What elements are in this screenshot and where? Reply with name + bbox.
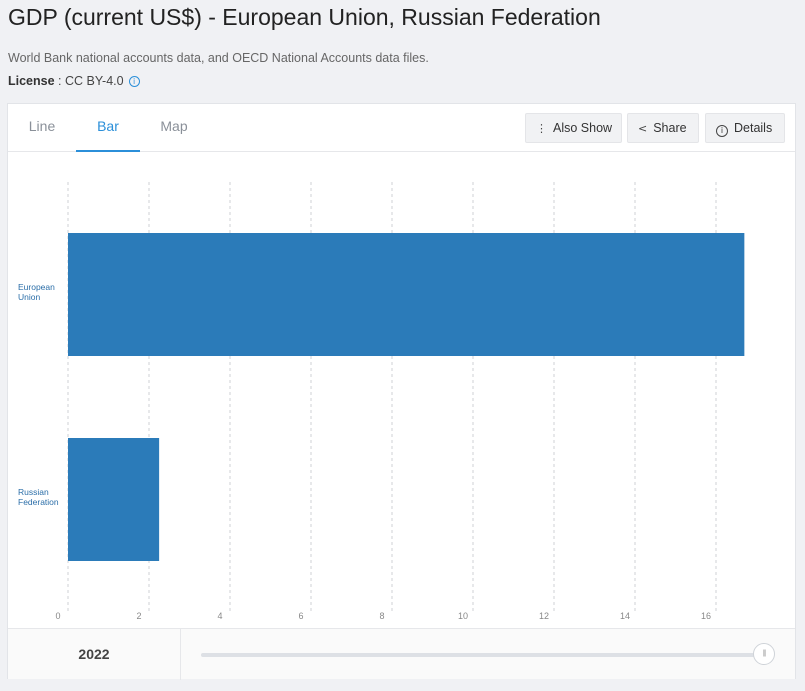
x-tick-label: 4: [217, 611, 222, 621]
license-value: : CC BY-4.0: [54, 74, 124, 88]
time-footer: 2022 |||: [8, 628, 795, 680]
x-tick-label: 14: [620, 611, 630, 621]
chart-tabs: Line Bar Map ⋮ Also Show < Share i Details: [8, 104, 795, 152]
license-label: License: [8, 74, 55, 88]
share-button[interactable]: < Share: [627, 113, 699, 143]
x-tick-label: 8: [379, 611, 384, 621]
x-tick-label: 12: [539, 611, 549, 621]
y-category-label: European Union: [18, 282, 55, 302]
details-label: Details: [734, 121, 773, 135]
details-button[interactable]: i Details: [705, 113, 785, 143]
year-slider-track[interactable]: [201, 653, 761, 657]
x-tick-label: 10: [458, 611, 468, 621]
info-icon[interactable]: i: [128, 76, 140, 87]
bar: [68, 438, 160, 561]
tab-bar[interactable]: Bar: [76, 104, 140, 152]
bar: [68, 233, 745, 356]
info-circle-icon: i: [716, 125, 728, 137]
tab-line[interactable]: Line: [28, 118, 56, 134]
x-tick-label: 16: [701, 611, 711, 621]
also-show-button[interactable]: ⋮ Also Show: [525, 113, 622, 143]
page-title: GDP (current US$) - European Union, Russ…: [8, 4, 601, 30]
year-slider-handle[interactable]: |||: [753, 643, 775, 665]
source-note: World Bank national accounts data, and O…: [8, 51, 429, 65]
also-show-label: Also Show: [553, 121, 613, 135]
more-vertical-icon: ⋮: [536, 122, 547, 135]
share-icon: <: [638, 122, 648, 135]
chart-card: Line Bar Map ⋮ Also Show < Share i Details …: [7, 103, 796, 680]
y-category-label-line: Union: [18, 292, 40, 302]
selected-year: 2022: [8, 629, 181, 680]
x-tick-label: 0: [55, 611, 60, 621]
y-category-label-line: European: [18, 282, 55, 292]
x-tick-label: 6: [298, 611, 303, 621]
x-tick-label: 2: [136, 611, 141, 621]
y-category-label-line: Federation: [18, 497, 59, 507]
y-category-label-line: Russian: [18, 487, 49, 497]
y-category-label: Russian Federation: [18, 487, 59, 507]
tab-map[interactable]: Map: [160, 118, 188, 134]
bar-chart: 0 2 4 6 8 10 12 14 16 European Union Russian Federat…: [18, 182, 745, 621]
share-label: Share: [653, 121, 687, 135]
license-line: License : CC BY-4.0 i: [8, 74, 140, 88]
